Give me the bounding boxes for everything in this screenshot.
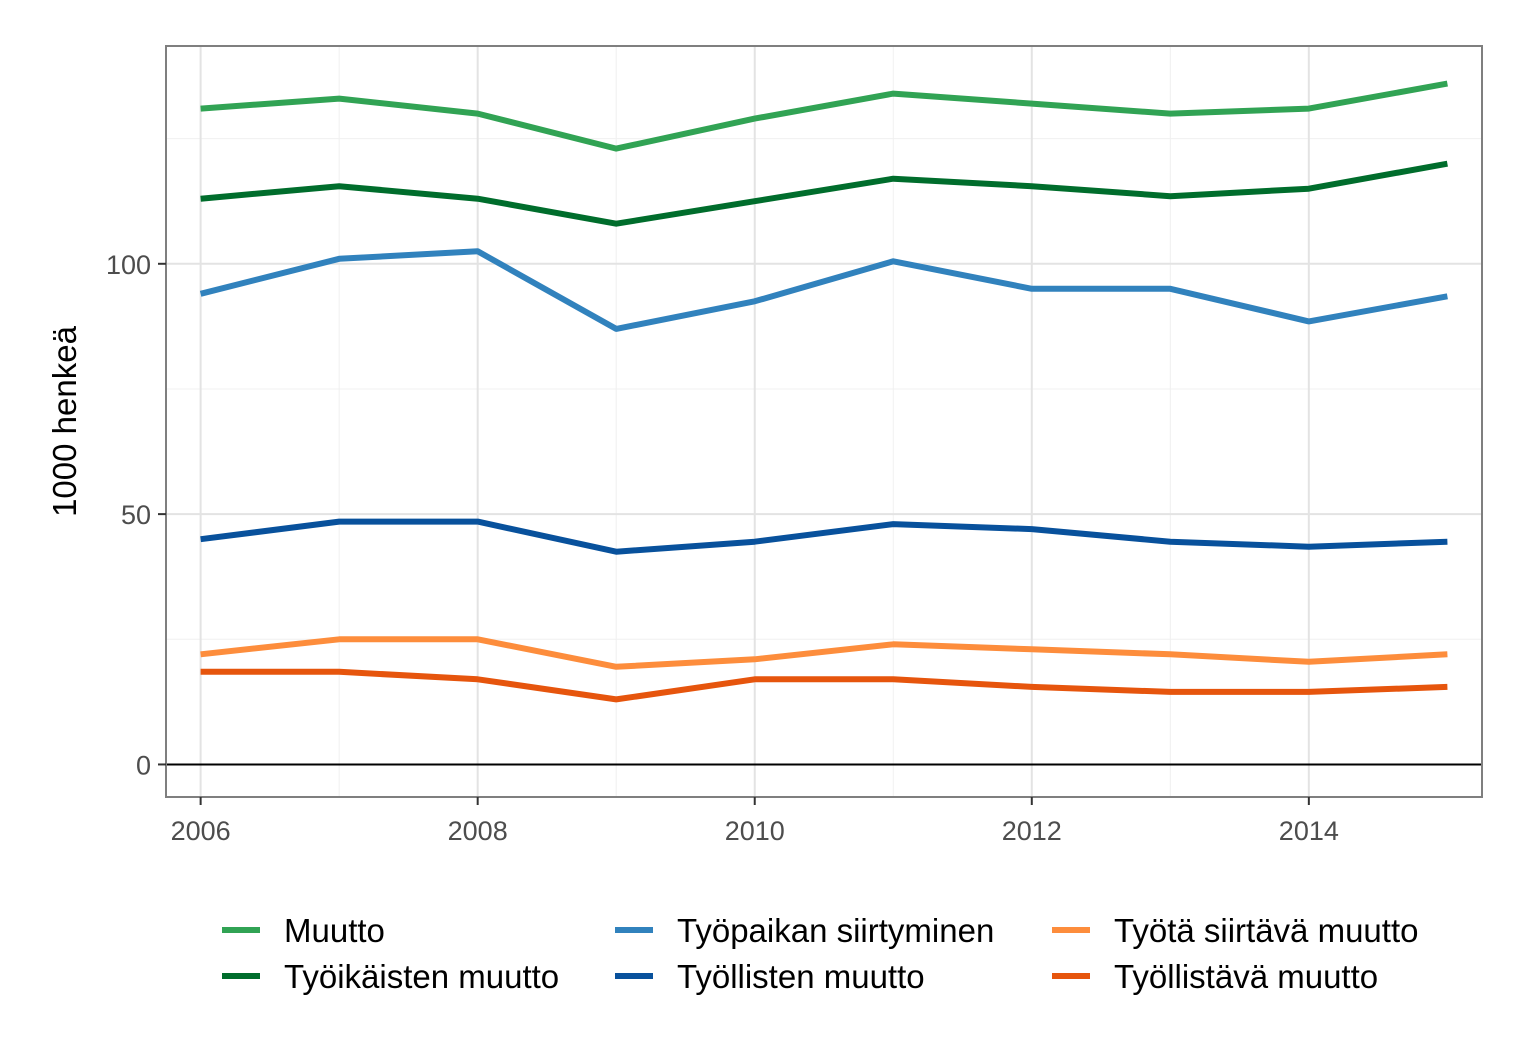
y-tick-label: 50 xyxy=(121,500,151,530)
legend: Muutto Työikäisten muutto Työpaikan siirty… xyxy=(222,912,1418,995)
y-tick-label: 0 xyxy=(136,750,151,780)
x-tick-label: 2010 xyxy=(725,816,785,846)
series-lines xyxy=(199,80,1448,703)
plot-panel-border xyxy=(165,45,1483,798)
series-line-3 xyxy=(199,248,1448,332)
series-line-1 xyxy=(200,80,1448,152)
x-tick-label: 2006 xyxy=(171,816,231,846)
x-tick-label: 2014 xyxy=(1279,816,1339,846)
y-axis-tick-labels: 0 50 100 xyxy=(106,250,151,781)
legend-label-4: Työllisten muutto xyxy=(677,958,925,995)
legend-label-2: Työikäisten muutto xyxy=(284,958,559,995)
x-tick-label: 2012 xyxy=(1002,816,1062,846)
series-line-2 xyxy=(200,160,1448,227)
axis-ticks xyxy=(158,262,1310,805)
y-axis-title: 1000 henkeä xyxy=(46,325,83,516)
y-tick-label: 100 xyxy=(106,250,151,280)
legend-label-1: Muutto xyxy=(284,912,385,949)
series-line-5 xyxy=(200,636,1448,670)
series-line-4 xyxy=(200,518,1448,555)
x-axis-tick-labels: 2006 2008 2010 2012 2014 xyxy=(171,816,1339,846)
series-line-6 xyxy=(200,668,1448,703)
legend-label-5: Työtä siirtävä muutto xyxy=(1114,912,1418,949)
grid-lines xyxy=(166,46,1482,797)
legend-label-3: Työpaikan siirtyminen xyxy=(677,912,994,949)
x-tick-label: 2008 xyxy=(448,816,508,846)
legend-label-6: Työllistävä muutto xyxy=(1114,958,1378,995)
